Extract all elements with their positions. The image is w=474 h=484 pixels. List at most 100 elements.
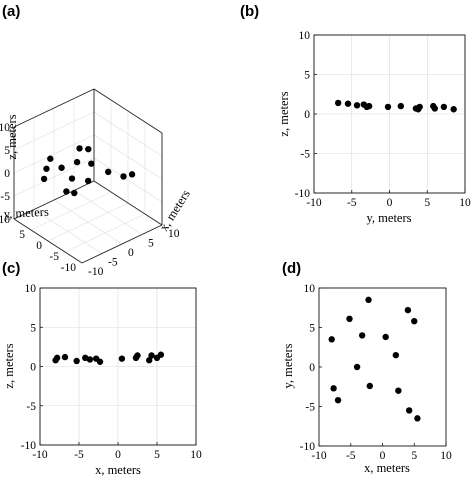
panel-d-scatter: (d) -10 -5 0 5 10 10 5 0 -5 -10 x, meters y, mete… [281,260,452,475]
data-point [43,165,50,172]
x-tick-label: -10 [311,450,327,462]
panel-d-y-label: y, meters [281,343,295,388]
data-point [148,352,155,359]
grid-line [13,111,95,151]
panel-c-label: (c) [2,260,20,277]
data-point [344,100,352,107]
panel-a-y-label: y, meters [3,205,49,221]
panel-b-y-label: z, meters [277,91,291,136]
data-point [76,145,83,152]
z-tick-label: -10 [0,214,10,226]
data-point [105,168,112,176]
x-tick-label: 0 [380,450,386,462]
data-point [134,352,141,359]
panel-d-x-label: x, meters [364,461,410,475]
y-tick-label: 10 [25,283,37,295]
data-point [61,353,69,361]
y-tick-label: 0 [36,240,42,252]
panel-d-label: (d) [282,260,301,277]
x-tick-label: 5 [154,449,160,461]
panel-b-points [334,99,457,113]
box-edge [81,224,163,264]
x-tick-label: 10 [440,450,452,462]
panel-b-x-label: y, meters [366,211,411,225]
panel-b-ticks: -10 -5 0 5 10 10 5 0 -5 -10 [295,30,471,209]
panel-c-points [52,351,165,365]
x-tick-label: -5 [346,450,356,462]
data-point [71,189,78,197]
data-point [328,336,335,343]
data-point [382,333,389,341]
data-point [118,355,126,362]
data-point [88,160,95,167]
data-point [440,103,448,111]
y-tick-label: -5 [305,402,315,414]
data-point [47,155,54,162]
data-point [40,175,48,183]
box-edge [93,88,163,134]
data-point [58,164,65,171]
panel-c-x-label: x, meters [95,463,141,477]
data-point [395,387,402,394]
data-point [73,158,81,166]
grid-line [73,190,143,235]
y-tick-label: 10 [304,283,316,295]
data-point [53,354,61,362]
x-tick-label: 10 [168,228,180,240]
data-point [358,332,366,339]
panel-d-frame [318,287,447,447]
x-tick-label: 0 [115,449,121,461]
data-point [366,382,373,390]
data-point [96,358,104,365]
x-tick-label: 5 [411,450,417,462]
panel-c-scatter: (c) -10 -5 0 5 10 10 5 0 -5 -10 x, meters z, mete… [2,260,202,477]
z-tick-label: 0 [4,168,10,180]
data-point [334,396,342,404]
y-tick-label: -10 [295,188,311,200]
box-edge [13,88,95,128]
panel-c-grid [39,287,197,446]
data-point [157,351,165,358]
panel-b-label: (b) [240,3,259,20]
data-point [363,103,371,111]
grid-line [30,191,112,231]
data-point [405,407,413,414]
y-tick-label: -10 [300,441,316,453]
data-point [384,103,392,111]
data-point [85,145,92,153]
x-tick-label: -10 [88,266,104,278]
panel-c-ticks: -10 -5 0 5 10 10 5 0 -5 -10 [21,283,202,461]
panel-c-y-label: z, meters [2,343,16,388]
data-point [68,175,76,182]
data-point [334,99,342,107]
x-tick-label: 10 [459,197,471,209]
panel-d-ticks: -10 -5 0 5 10 10 5 0 -5 -10 [300,283,452,462]
data-point [84,177,92,185]
data-point [353,102,361,109]
y-tick-label: 0 [309,362,315,374]
data-point [353,363,361,371]
data-point [346,315,353,323]
y-tick-label: 5 [309,323,315,335]
x-tick-label: 5 [148,238,154,250]
box-edge [13,180,95,220]
y-tick-label: -10 [21,440,37,452]
data-point [128,171,136,178]
y-tick-label: 0 [304,109,310,121]
panel-a-points [40,145,136,197]
data-point [411,317,418,325]
data-point [330,385,337,392]
x-tick-label: -5 [74,449,84,461]
x-tick-label: 5 [424,197,430,209]
y-tick-label: 0 [30,362,36,374]
grid-line [47,202,129,242]
panel-a-label: (a) [2,3,20,20]
data-point [392,351,400,359]
z-tick-label: -5 [0,191,10,203]
y-tick-label: -5 [26,401,36,413]
x-tick-label: 0 [387,197,393,209]
data-point [365,296,372,304]
y-tick-label: 5 [30,322,36,334]
